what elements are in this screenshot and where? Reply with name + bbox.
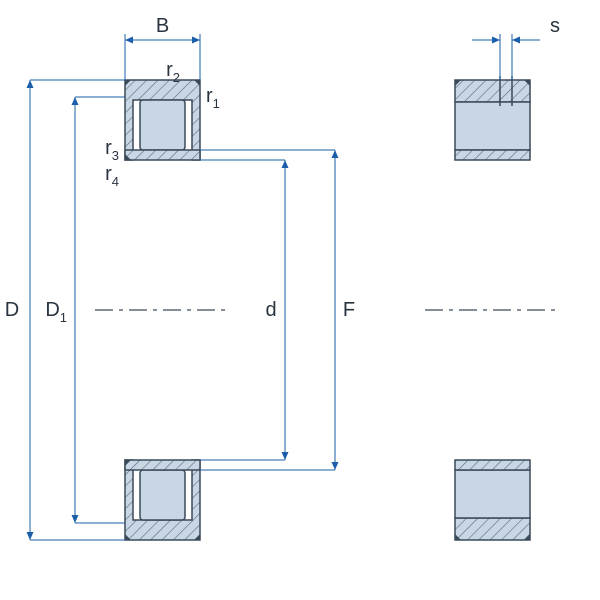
label-D: D <box>5 299 19 321</box>
label-B: B <box>156 15 169 37</box>
label-s: s <box>550 15 560 37</box>
label-d: d <box>265 299 276 321</box>
label-F: F <box>343 299 355 321</box>
bearing-cross-section-diagram: DD1dFBsr1r2r3r4 <box>0 0 600 600</box>
